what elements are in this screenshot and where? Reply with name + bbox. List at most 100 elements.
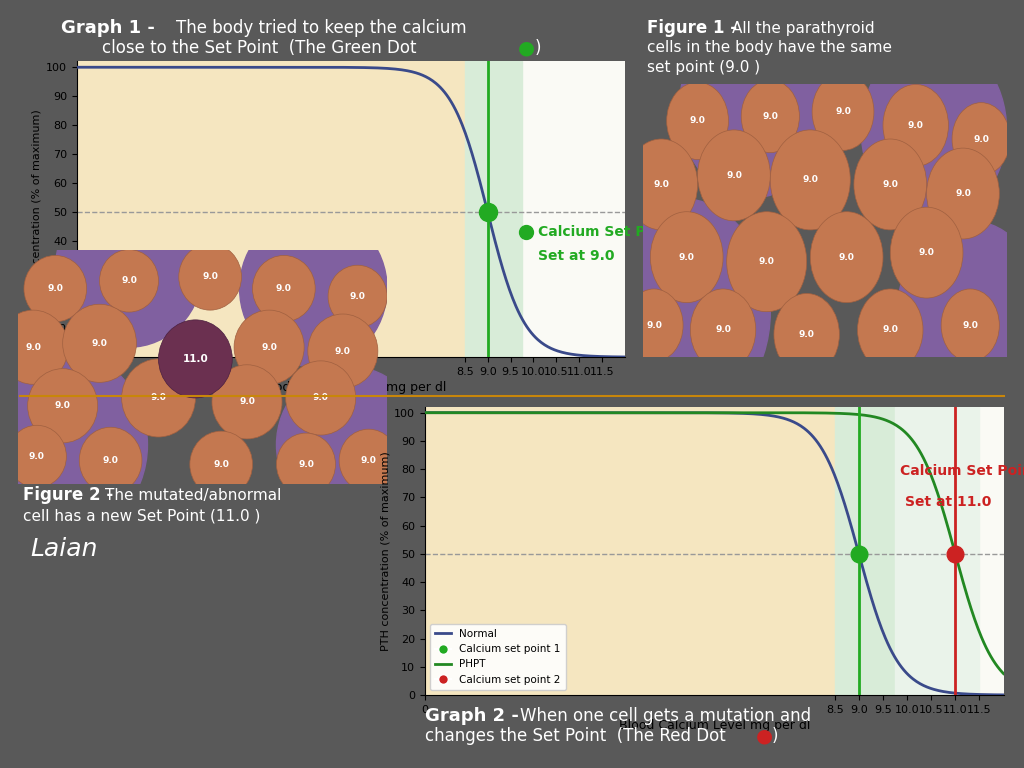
Text: When one cell gets a mutation and: When one cell gets a mutation and bbox=[520, 707, 811, 725]
Text: 9.0: 9.0 bbox=[335, 346, 351, 356]
Text: 9.0: 9.0 bbox=[298, 460, 314, 468]
Circle shape bbox=[253, 256, 315, 322]
Text: 9.0: 9.0 bbox=[646, 321, 662, 329]
Text: 9.0: 9.0 bbox=[102, 456, 119, 465]
Text: Figure 2 -: Figure 2 - bbox=[23, 486, 113, 505]
Circle shape bbox=[7, 425, 67, 488]
Circle shape bbox=[99, 250, 159, 312]
Text: 9.0: 9.0 bbox=[151, 393, 167, 402]
Circle shape bbox=[276, 433, 336, 495]
Text: changes the Set Point  (The Red Dot: changes the Set Point (The Red Dot bbox=[425, 727, 731, 745]
Bar bbox=[425, 407, 835, 695]
Circle shape bbox=[28, 369, 97, 443]
Text: 9.0: 9.0 bbox=[726, 170, 742, 180]
Circle shape bbox=[952, 103, 1011, 175]
Text: 9.0: 9.0 bbox=[54, 401, 71, 410]
Text: 9.0: 9.0 bbox=[762, 112, 778, 121]
Text: 9.0: 9.0 bbox=[47, 284, 63, 293]
Text: Graph 1 -: Graph 1 - bbox=[61, 19, 156, 38]
Text: ●: ● bbox=[518, 39, 536, 58]
Circle shape bbox=[308, 314, 378, 388]
Circle shape bbox=[927, 148, 999, 239]
Text: 9.0: 9.0 bbox=[835, 108, 851, 116]
Circle shape bbox=[774, 293, 840, 376]
Y-axis label: PTH concentration (% of maximum): PTH concentration (% of maximum) bbox=[32, 109, 42, 310]
Circle shape bbox=[212, 365, 282, 439]
Text: Laian: Laian bbox=[31, 537, 98, 561]
Circle shape bbox=[680, 16, 824, 198]
Text: 9.0: 9.0 bbox=[759, 257, 774, 266]
Circle shape bbox=[890, 207, 963, 298]
Circle shape bbox=[276, 367, 424, 523]
Text: 9.0: 9.0 bbox=[679, 253, 694, 262]
Circle shape bbox=[179, 243, 242, 310]
Text: 9.0: 9.0 bbox=[715, 326, 731, 334]
Text: 9.0: 9.0 bbox=[803, 175, 818, 184]
Circle shape bbox=[650, 212, 723, 303]
Bar bbox=[465, 61, 522, 357]
Text: 9.0: 9.0 bbox=[883, 326, 898, 334]
Circle shape bbox=[122, 359, 196, 437]
Circle shape bbox=[812, 73, 873, 151]
Circle shape bbox=[741, 80, 800, 153]
Circle shape bbox=[589, 198, 770, 425]
Text: 9.0: 9.0 bbox=[799, 330, 815, 339]
Text: Figure 1 -: Figure 1 - bbox=[647, 19, 737, 38]
Text: ●: ● bbox=[756, 727, 773, 745]
Text: 9.0: 9.0 bbox=[275, 284, 292, 293]
Text: 9.0: 9.0 bbox=[213, 460, 229, 468]
Y-axis label: PTH concentration (% of maximum): PTH concentration (% of maximum) bbox=[380, 451, 390, 651]
Text: Calcium Set Point: Calcium Set Point bbox=[538, 226, 676, 240]
Circle shape bbox=[667, 82, 728, 160]
Text: The mutated/abnormal: The mutated/abnormal bbox=[105, 488, 282, 503]
Text: 9.0: 9.0 bbox=[26, 343, 41, 352]
Circle shape bbox=[62, 304, 136, 382]
Text: 9.0: 9.0 bbox=[839, 253, 855, 262]
Circle shape bbox=[625, 139, 697, 230]
Circle shape bbox=[55, 191, 203, 347]
Circle shape bbox=[697, 130, 770, 221]
Circle shape bbox=[79, 427, 142, 494]
Text: 9.0: 9.0 bbox=[121, 276, 137, 286]
Text: 9.0: 9.0 bbox=[29, 452, 45, 461]
Circle shape bbox=[159, 319, 232, 398]
Text: 9.0: 9.0 bbox=[689, 116, 706, 125]
Circle shape bbox=[625, 289, 683, 362]
Text: All the parathyroid: All the parathyroid bbox=[732, 21, 874, 36]
Text: 9.0: 9.0 bbox=[653, 180, 670, 189]
Text: 11.0: 11.0 bbox=[182, 354, 208, 364]
Circle shape bbox=[861, 39, 1007, 221]
Text: 9.0: 9.0 bbox=[261, 343, 278, 352]
Circle shape bbox=[883, 84, 948, 166]
Circle shape bbox=[240, 210, 387, 367]
X-axis label: Blood Calcium Level mg per dl: Blood Calcium Level mg per dl bbox=[255, 381, 446, 394]
Bar bbox=[895, 407, 979, 695]
Circle shape bbox=[24, 256, 87, 322]
Text: Calcium Set Point 2: Calcium Set Point 2 bbox=[900, 464, 1024, 478]
Circle shape bbox=[854, 139, 927, 230]
Circle shape bbox=[810, 212, 883, 303]
Text: Set at 9.0: Set at 9.0 bbox=[538, 249, 614, 263]
Circle shape bbox=[770, 130, 850, 230]
Text: cell has a new Set Point (11.0 ): cell has a new Set Point (11.0 ) bbox=[23, 508, 260, 524]
Text: Graph 2 -: Graph 2 - bbox=[425, 707, 519, 725]
Circle shape bbox=[234, 310, 304, 384]
Text: 9.0: 9.0 bbox=[919, 248, 935, 257]
Text: ): ) bbox=[535, 39, 541, 58]
Text: 9.0: 9.0 bbox=[239, 397, 255, 406]
Text: 9.0: 9.0 bbox=[907, 121, 924, 130]
Circle shape bbox=[727, 212, 807, 312]
Bar bbox=[77, 61, 465, 357]
Circle shape bbox=[339, 429, 398, 492]
Text: The body tried to keep the calcium: The body tried to keep the calcium bbox=[176, 19, 467, 38]
Legend: Normal, Calcium set point 1, PHPT, Calcium set point 2: Normal, Calcium set point 1, PHPT, Calci… bbox=[430, 624, 566, 690]
Text: close to the Set Point  (The Green Dot: close to the Set Point (The Green Dot bbox=[102, 39, 422, 58]
Text: set point (9.0 ): set point (9.0 ) bbox=[647, 60, 760, 75]
Circle shape bbox=[286, 361, 355, 435]
Text: 9.0: 9.0 bbox=[963, 321, 978, 329]
Text: 9.0: 9.0 bbox=[883, 180, 898, 189]
Text: 9.0: 9.0 bbox=[973, 134, 989, 144]
Text: cells in the body have the same: cells in the body have the same bbox=[647, 40, 892, 55]
Circle shape bbox=[0, 310, 69, 384]
Circle shape bbox=[328, 265, 387, 328]
